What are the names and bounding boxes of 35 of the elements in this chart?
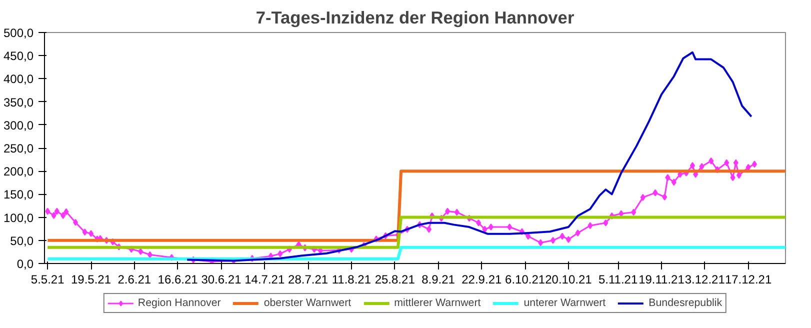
y-tick-label: 400,0 [3, 72, 34, 86]
legend-label: unterer Warnwert [524, 297, 606, 309]
y-tick-label: 250,0 [3, 142, 34, 156]
x-tick-label: 3.12.21 [684, 272, 726, 286]
x-tick-label: 30.6.21 [201, 272, 242, 286]
x-tick-label: 8.9.21 [422, 272, 456, 286]
x-tick-label: 17.12.21 [724, 272, 772, 286]
x-tick-label: 5.5.21 [30, 272, 65, 286]
x-tick-label: 25.8.21 [374, 272, 416, 286]
y-tick-label: 300,0 [3, 118, 34, 132]
x-tick-label: 22.9.21 [462, 272, 502, 286]
y-tick-label: 0,0 [16, 257, 34, 271]
y-tick-label: 150,0 [3, 188, 34, 202]
x-tick-label: 28.7.21 [288, 272, 328, 286]
x-tick-label: 20.10.21 [545, 272, 592, 286]
x-tick-label: 19.11.21 [638, 272, 685, 286]
x-tick-label: 2.6.21 [118, 272, 152, 286]
legend-label: oberster Warnwert [264, 297, 352, 309]
line-series [186, 51, 752, 262]
y-tick-label: 450,0 [3, 49, 34, 64]
y-tick-label: 50,0 [10, 234, 34, 248]
x-tick-label: 16.6.21 [158, 272, 198, 286]
y-tick-label: 100,0 [3, 210, 34, 225]
chart-title: 7-Tages-Inzidenz der Region Hannover [256, 8, 574, 28]
y-tick-label: 500,0 [3, 26, 34, 40]
y-tick-label: 350,0 [3, 95, 34, 110]
x-tick-label: 6.10.21 [505, 272, 546, 286]
x-tick-label: 14.7.21 [244, 272, 285, 286]
x-tick-label: 5.11.21 [598, 272, 638, 286]
legend-label: Bundesrepublik [648, 297, 722, 309]
x-tick-label: 19.5.21 [70, 272, 112, 286]
x-tick-label: 11.8.21 [332, 272, 372, 286]
legend-label: Region Hannover [138, 297, 221, 309]
y-tick-label: 200,0 [3, 164, 34, 179]
legend-label: mittlerer Warnwert [394, 297, 481, 309]
